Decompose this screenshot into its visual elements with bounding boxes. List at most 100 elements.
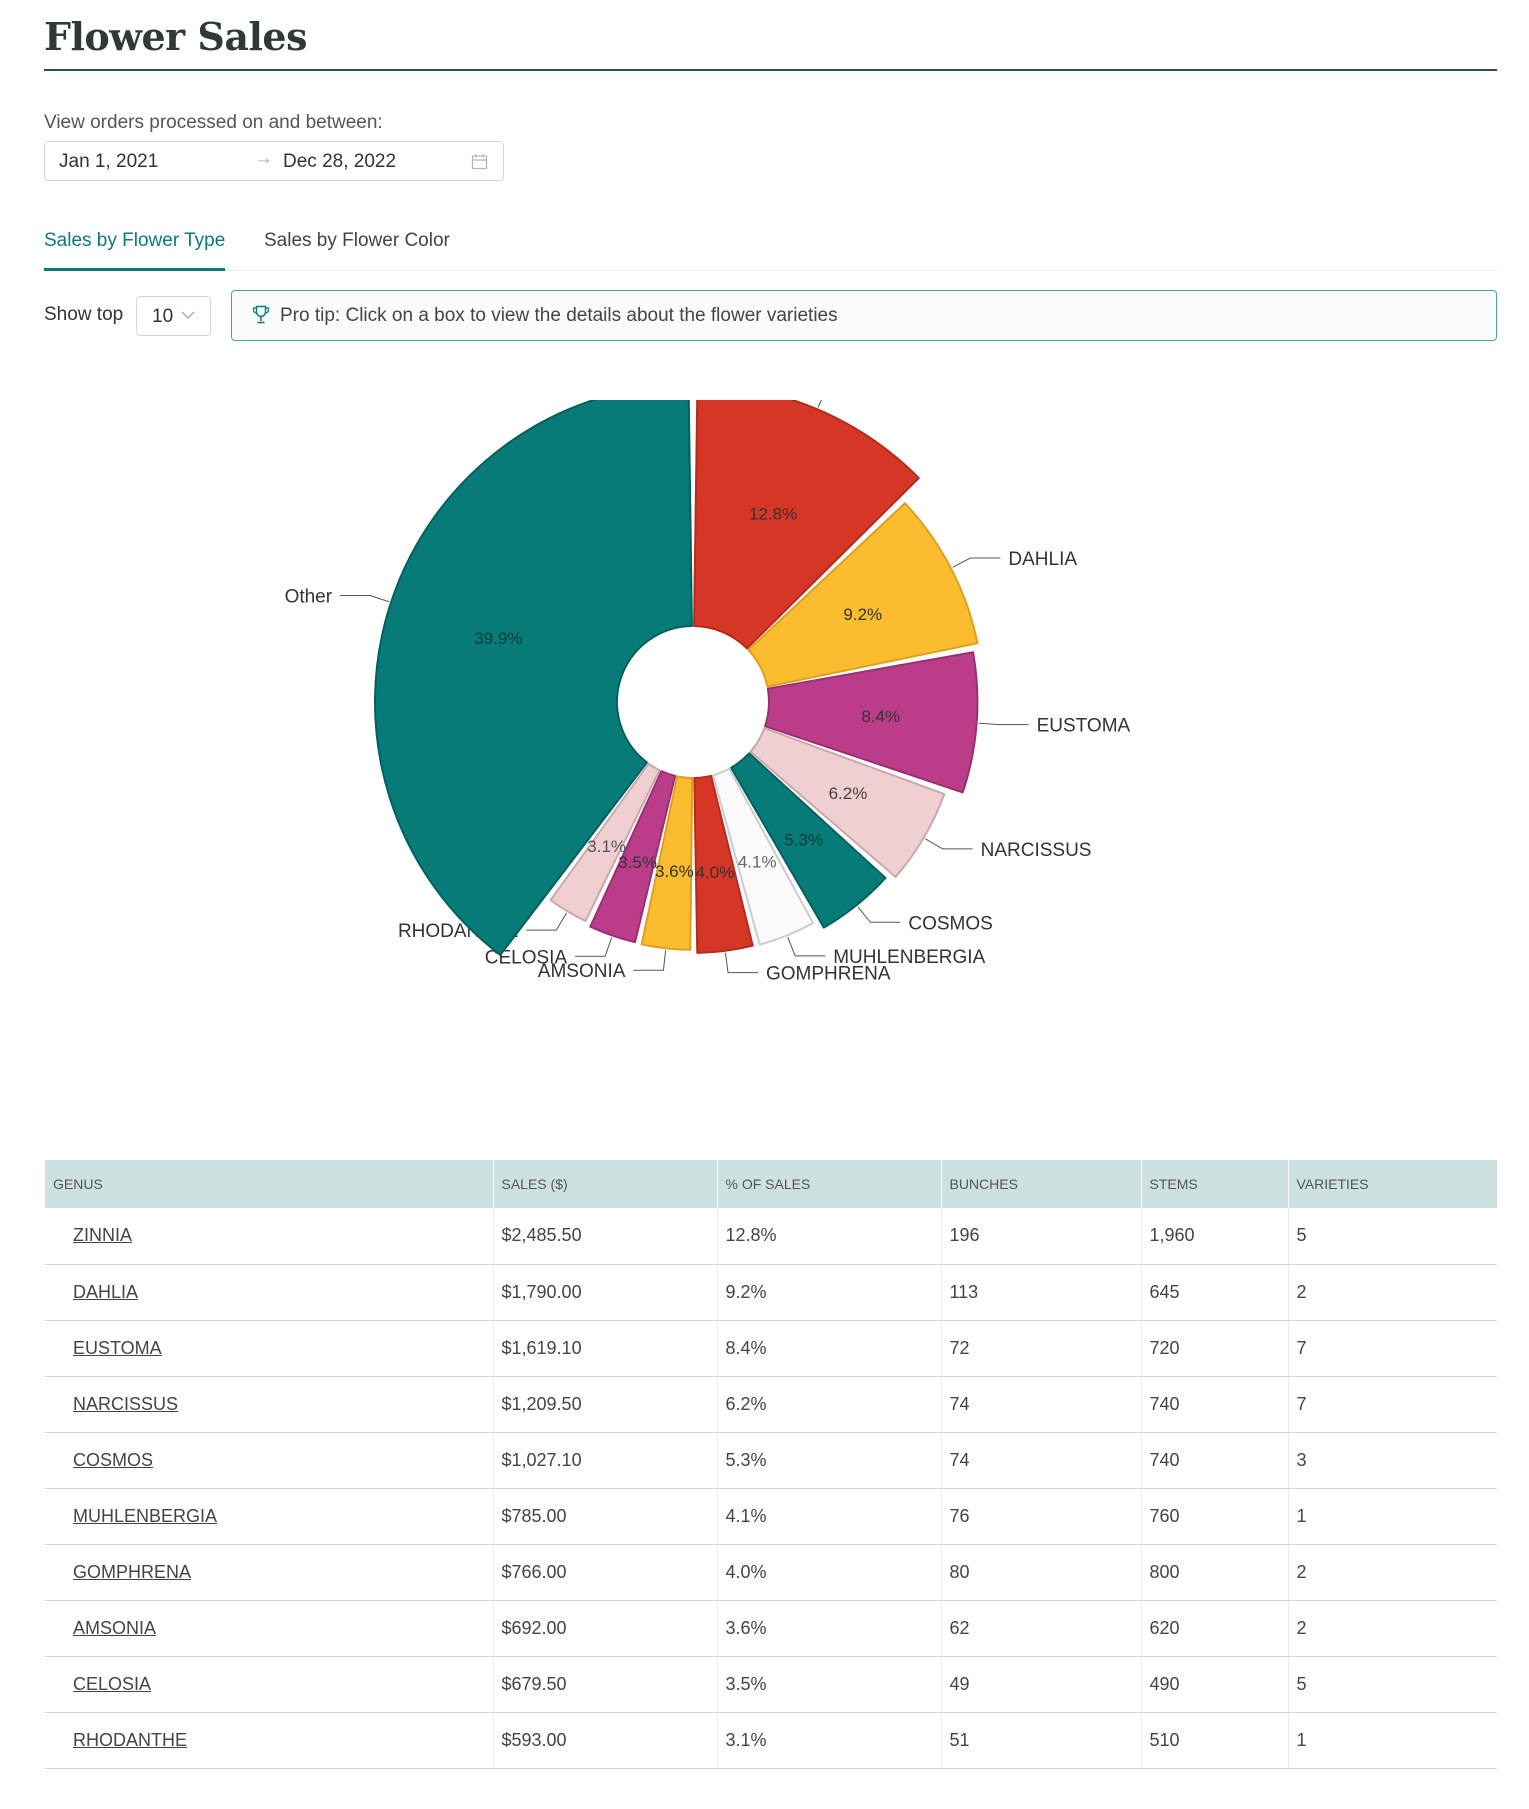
pie-category-label: EUSTOMA	[1037, 716, 1131, 737]
pie-slice-zinnia[interactable]	[693, 400, 920, 650]
table-cell: NARCISSUS	[45, 1376, 493, 1433]
table-row[interactable]: EUSTOMA $1,619.10 8.4% 72 720 7	[45, 1320, 1497, 1377]
table-cell: $1,027.10	[492, 1432, 717, 1489]
table-row[interactable]: DAHLIA $1,790.00 9.2% 113 645 2	[45, 1264, 1497, 1321]
date-range-end-input[interactable]: Dec 28, 2022	[283, 151, 397, 172]
genus-link[interactable]: GOMPHRENA	[73, 1561, 192, 1582]
table-cell: $593.00	[492, 1712, 717, 1769]
table-cell: 196	[940, 1208, 1141, 1265]
table-row[interactable]: NARCISSUS $1,209.50 6.2% 74 740 7	[45, 1376, 1497, 1433]
table-cell: $766.00	[492, 1544, 717, 1601]
chevron-down-icon	[181, 311, 195, 319]
pie-slice-value-label: 5.3%	[784, 830, 823, 849]
genus-link[interactable]: EUSTOMA	[73, 1337, 162, 1358]
table-cell: 3.6%	[716, 1600, 941, 1657]
pie-slice-cosmos[interactable]	[730, 752, 887, 929]
table-row[interactable]: AMSONIA $692.00 3.6% 62 620 2	[45, 1600, 1497, 1657]
pie-slice-value-label: 3.5%	[618, 853, 657, 872]
table-cell: 720	[1140, 1320, 1288, 1377]
calendar-icon[interactable]	[471, 153, 488, 170]
pie-slice-value-label: 3.6%	[655, 862, 694, 881]
table-cell: 74	[940, 1376, 1141, 1433]
pie-category-label: ZINNIA	[864, 400, 927, 401]
tab-sales-by-flower-type[interactable]: Sales by Flower Type	[44, 230, 226, 251]
table-cell: 490	[1140, 1656, 1288, 1713]
table-cell: 76	[940, 1488, 1141, 1545]
genus-link[interactable]: DAHLIA	[73, 1281, 139, 1302]
date-range-picker[interactable]: Jan 1, 2021 → Dec 28, 2022	[44, 141, 504, 181]
pie-slice-gomphrena[interactable]	[693, 774, 754, 954]
genus-link[interactable]: NARCISSUS	[73, 1393, 179, 1414]
pie-slice-narcissus[interactable]	[749, 727, 946, 878]
pie-leader-line	[952, 557, 1001, 568]
pie-slice-rhodanthe[interactable]	[549, 762, 661, 923]
table-cell: 2	[1287, 1264, 1497, 1321]
tab-sales-by-flower-color[interactable]: Sales by Flower Color	[264, 230, 450, 251]
pie-slice-muhlenbergia[interactable]	[712, 767, 815, 946]
genus-link[interactable]: ZINNIA	[73, 1225, 133, 1246]
table-row[interactable]: COSMOS $1,027.10 5.3% 74 740 3	[45, 1432, 1497, 1489]
table-cell: 5	[1287, 1656, 1497, 1713]
table-cell: 3.1%	[716, 1712, 941, 1769]
pie-leader-line	[340, 595, 390, 603]
table-cell: ZINNIA	[45, 1208, 493, 1265]
table-cell: 80	[940, 1544, 1141, 1601]
table-cell: $1,209.50	[492, 1376, 717, 1433]
column-header-stems[interactable]: STEMS	[1140, 1160, 1288, 1208]
pie-slice-celosia[interactable]	[589, 770, 677, 944]
trophy-icon	[252, 305, 270, 324]
column-header-percent-of-sales[interactable]: % OF SALES	[716, 1160, 941, 1208]
table-header-row: GENUS SALES ($) % OF SALES BUNCHES STEMS…	[45, 1160, 1497, 1208]
table-cell: CELOSIA	[45, 1656, 493, 1713]
date-range-start-input[interactable]: Jan 1, 2021	[59, 151, 159, 172]
show-top-select[interactable]: 10	[136, 296, 211, 336]
genus-link[interactable]: RHODANTHE	[73, 1729, 188, 1750]
table-cell: 620	[1140, 1600, 1288, 1657]
table-cell: 49	[940, 1656, 1141, 1713]
pie-slice-value-label: 6.2%	[829, 784, 868, 803]
pro-tip-banner: Pro tip: Click on a box to view the deta…	[231, 290, 1497, 341]
pie-slice-value-label: 12.8%	[749, 504, 797, 523]
table-cell: 72	[940, 1320, 1141, 1377]
date-range-label: View orders processed on and between:	[44, 112, 383, 133]
genus-link[interactable]: AMSONIA	[73, 1617, 157, 1638]
table-cell: 5.3%	[716, 1432, 941, 1489]
sales-table: GENUS SALES ($) % OF SALES BUNCHES STEMS…	[45, 1160, 1497, 1769]
pie-category-label: GOMPHRENA	[766, 964, 891, 985]
table-row[interactable]: CELOSIA $679.50 3.5% 49 490 5	[45, 1656, 1497, 1713]
table-cell: $2,485.50	[492, 1208, 717, 1265]
table-cell: 6.2%	[716, 1376, 941, 1433]
column-header-sales[interactable]: SALES ($)	[492, 1160, 717, 1208]
pie-slice-value-label: 9.2%	[843, 605, 882, 624]
table-cell: COSMOS	[45, 1432, 493, 1489]
column-header-bunches[interactable]: BUNCHES	[940, 1160, 1141, 1208]
pie-slice-dahlia[interactable]	[747, 502, 979, 688]
column-header-genus[interactable]: GENUS	[45, 1160, 493, 1208]
pie-slice-eustoma[interactable]	[764, 651, 979, 794]
table-row[interactable]: ZINNIA $2,485.50 12.8% 196 1,960 5	[45, 1208, 1497, 1265]
page-title: Flower Sales	[44, 14, 307, 59]
pie-slice-amsonia[interactable]	[640, 775, 694, 951]
genus-link[interactable]: CELOSIA	[73, 1673, 152, 1694]
table-row[interactable]: RHODANTHE $593.00 3.1% 51 510 1	[45, 1712, 1497, 1769]
pie-leader-line	[817, 400, 822, 408]
pie-slice-other[interactable]	[374, 400, 693, 956]
table-cell: $1,619.10	[492, 1320, 717, 1377]
table-cell: 4.1%	[716, 1488, 941, 1545]
table-row[interactable]: MUHLENBERGIA $785.00 4.1% 76 760 1	[45, 1488, 1497, 1545]
genus-link[interactable]: COSMOS	[73, 1449, 154, 1470]
table-cell: 1	[1287, 1488, 1497, 1545]
active-tab-indicator	[44, 268, 225, 271]
pie-category-label: MUHLENBERGIA	[833, 947, 985, 968]
table-cell: MUHLENBERGIA	[45, 1488, 493, 1545]
sales-donut-chart: 12.8% ZINNIA 9.2% DAHLIA 8.4% EUSTOMA 6.2% NARC…	[285, 400, 1131, 985]
table-cell: 7	[1287, 1320, 1497, 1377]
column-header-varieties[interactable]: VARIETIES	[1287, 1160, 1497, 1208]
pie-slice-value-label: 4.0%	[696, 863, 735, 882]
table-row[interactable]: GOMPHRENA $766.00 4.0% 80 800 2	[45, 1544, 1497, 1601]
pie-leader-line	[857, 906, 901, 923]
show-top-value: 10	[152, 306, 174, 327]
genus-link[interactable]: MUHLENBERGIA	[73, 1505, 218, 1526]
title-divider	[44, 69, 1497, 71]
